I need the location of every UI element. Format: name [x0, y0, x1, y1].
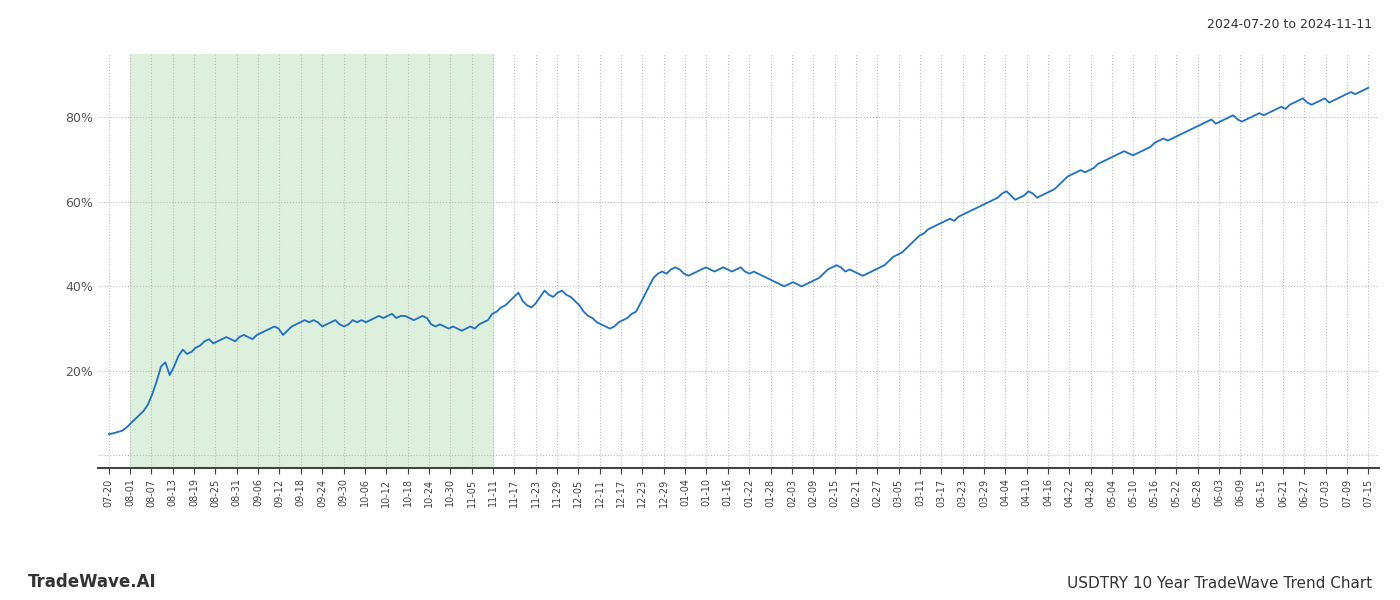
Text: USDTRY 10 Year TradeWave Trend Chart: USDTRY 10 Year TradeWave Trend Chart	[1067, 576, 1372, 591]
Bar	[130, 54, 493, 468]
Text: TradeWave.AI: TradeWave.AI	[28, 573, 157, 591]
Text: 2024-07-20 to 2024-11-11: 2024-07-20 to 2024-11-11	[1207, 18, 1372, 31]
